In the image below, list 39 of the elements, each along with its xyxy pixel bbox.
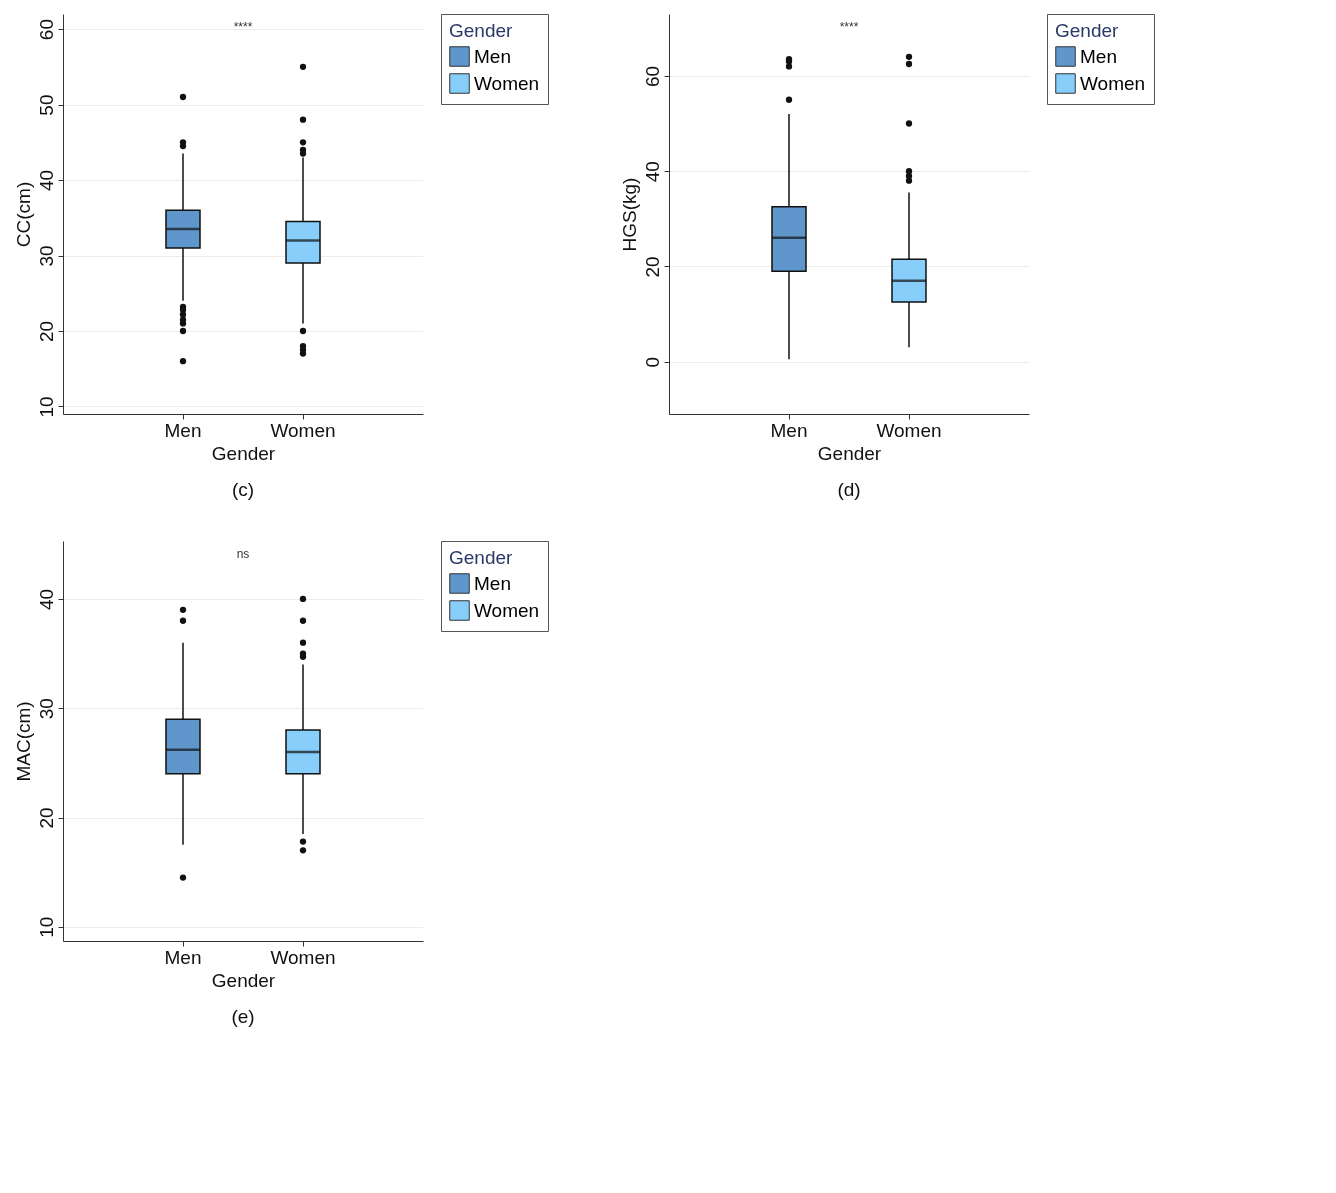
y-tick-label: 20 <box>35 807 57 829</box>
legend-label: Men <box>1080 45 1117 67</box>
text: (c) <box>231 479 255 500</box>
annotation: **** <box>233 20 253 34</box>
y-tick-label: 30 <box>35 698 57 720</box>
text: (e) <box>231 1006 255 1027</box>
y-tick-label: 20 <box>35 320 57 343</box>
y-tick-label: 40 <box>35 588 57 610</box>
y-axis-title: CC(cm) <box>12 181 34 248</box>
y-tick-label: 10 <box>35 916 57 938</box>
x-axis-title: Gender <box>211 442 276 464</box>
y-tick-label: 10 <box>35 396 57 418</box>
y-tick-label: 60 <box>641 65 663 87</box>
y-tick-label: 0 <box>641 356 663 368</box>
legend-title: Gender <box>1055 20 1120 41</box>
y-axis-title: MAC(cm) <box>12 701 34 782</box>
y-axis-title: HGS(kg) <box>618 177 640 252</box>
legend-label: Women <box>474 599 540 621</box>
text: (d) <box>837 479 861 500</box>
legend-label: Men <box>474 45 511 67</box>
x-axis-title: Gender <box>211 969 276 991</box>
legend-title: Gender <box>449 20 514 41</box>
y-tick-label: 40 <box>35 169 57 192</box>
legend-label: Men <box>474 572 511 594</box>
y-tick-label: 60 <box>35 19 57 41</box>
x-tick-label: Men <box>164 419 202 441</box>
y-tick-label: 20 <box>641 256 663 278</box>
x-tick-label: Men <box>770 419 808 441</box>
y-tick-label: 40 <box>641 161 663 183</box>
y-tick-label: 50 <box>35 94 57 116</box>
legend-label: Women <box>1080 72 1146 94</box>
x-axis-title: Gender <box>817 442 882 464</box>
annotation: ns <box>236 547 250 561</box>
x-tick-label: Women <box>876 419 942 441</box>
legend-title: Gender <box>449 547 514 568</box>
legend-label: Women <box>474 72 540 94</box>
y-tick-label: 30 <box>35 245 57 267</box>
annotation: **** <box>839 20 859 34</box>
x-tick-label: Women <box>270 419 336 441</box>
